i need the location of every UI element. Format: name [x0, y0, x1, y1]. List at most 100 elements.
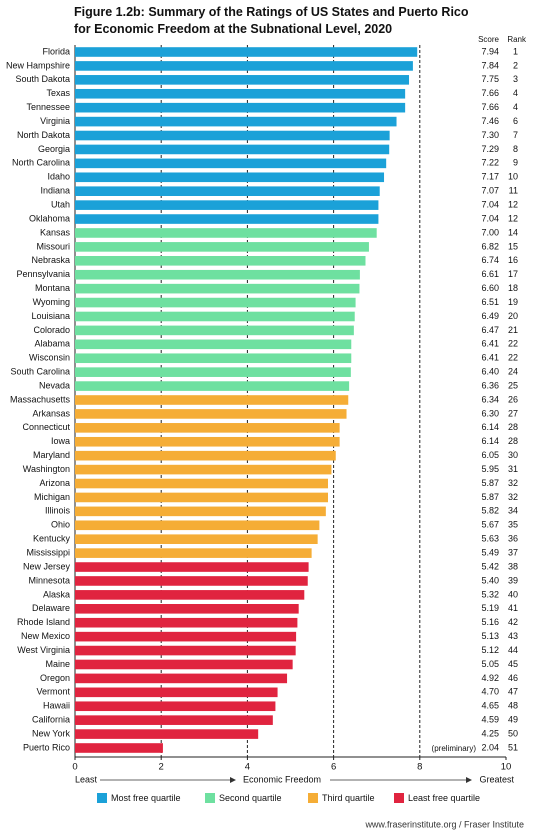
rank-label: 2: [513, 60, 518, 70]
x-tick-label: 6: [331, 762, 336, 773]
y-tick-label: Michigan: [34, 492, 70, 502]
value-label: 4.92: [481, 673, 499, 683]
bar: [75, 423, 340, 433]
value-label: 6.82: [481, 241, 499, 251]
value-label: 4.25: [481, 728, 499, 738]
value-label: 5.19: [481, 603, 499, 613]
x-axis-label: Economic Freedom: [243, 774, 321, 784]
rank-label: 44: [508, 645, 518, 655]
bar: [75, 61, 413, 71]
bar: [75, 269, 360, 280]
value-label: 5.95: [481, 464, 499, 474]
bar: [75, 576, 308, 586]
y-tick-label: Arkansas: [32, 408, 70, 418]
y-tick-label: South Dakota: [15, 74, 70, 84]
value-label: 5.67: [481, 520, 499, 530]
y-tick-label: New Jersey: [23, 561, 71, 571]
rank-label: 32: [508, 478, 518, 488]
bar: [75, 367, 351, 377]
y-tick-label: Louisiana: [31, 311, 70, 321]
value-label: 5.16: [481, 617, 499, 627]
chart-title: Figure 1.2b: Summary of the Ratings of U…: [74, 5, 469, 19]
y-tick-label: Utah: [51, 199, 70, 209]
rank-label: 49: [508, 715, 518, 725]
rank-label: 27: [508, 408, 518, 418]
rank-label: 32: [508, 492, 518, 502]
bar: [75, 75, 410, 85]
bar: [75, 645, 296, 656]
value-label: 6.51: [481, 297, 499, 307]
bar: [75, 604, 299, 614]
bar: [75, 562, 309, 572]
value-label: 6.34: [481, 394, 499, 404]
rank-label: 14: [508, 227, 518, 237]
rank-label: 39: [508, 575, 518, 585]
value-label: 7.75: [481, 74, 499, 84]
y-tick-label: Maryland: [33, 450, 70, 460]
y-tick-label: Texas: [46, 88, 70, 98]
bar: [75, 200, 379, 210]
bar: [75, 478, 328, 489]
bar: [75, 172, 385, 183]
legend-label: Most free quartile: [111, 793, 181, 803]
value-label: 7.66: [481, 102, 499, 112]
y-tick-label: Wisconsin: [29, 353, 70, 363]
annotation: (preliminary): [432, 744, 477, 753]
y-tick-label: Washington: [23, 464, 70, 474]
value-label: 5.49: [481, 547, 499, 557]
rank-label: 46: [508, 673, 518, 683]
bar: [75, 311, 355, 322]
bar: [75, 617, 298, 628]
rank-label: 22: [508, 339, 518, 349]
bar: [75, 673, 288, 684]
value-label: 7.66: [481, 88, 499, 98]
bar: [75, 102, 406, 113]
bar: [75, 242, 369, 252]
bar: [75, 506, 326, 517]
rank-label: 6: [513, 116, 518, 126]
value-label: 6.14: [481, 436, 499, 446]
source: www.fraserinstitute.org / Fraser Institu…: [364, 819, 524, 829]
rank-label: 12: [508, 199, 518, 209]
value-label: 5.87: [481, 492, 499, 502]
bar: [75, 548, 312, 558]
rank-label: 9: [513, 158, 518, 168]
value-label: 6.14: [481, 422, 499, 432]
rank-label: 12: [508, 213, 518, 223]
x-tick-label: 0: [72, 762, 77, 773]
legend-swatch: [97, 793, 107, 803]
value-label: 6.61: [481, 269, 499, 279]
rank-label: 37: [508, 547, 518, 557]
value-label: 5.87: [481, 478, 499, 488]
value-label: 5.63: [481, 534, 499, 544]
value-label: 6.41: [481, 353, 499, 363]
bar: [75, 715, 273, 725]
bar: [75, 464, 332, 475]
y-tick-label: Virginia: [40, 116, 70, 126]
rank-label: 41: [508, 603, 518, 613]
bar: [75, 687, 278, 698]
value-label: 7.00: [481, 227, 499, 237]
legend-label: Third quartile: [322, 793, 375, 803]
rank-label: 30: [508, 450, 518, 460]
rank-label: 16: [508, 255, 518, 265]
value-label: 7.04: [481, 199, 499, 209]
y-tick-label: Vermont: [36, 687, 70, 697]
y-tick-label: Alaska: [43, 589, 70, 599]
y-tick-label: Pennsylvania: [16, 269, 70, 279]
y-tick-label: Indiana: [40, 186, 70, 196]
value-label: 5.12: [481, 645, 499, 655]
bar: [75, 450, 336, 461]
y-tick-label: North Carolina: [12, 158, 70, 168]
rank-label: 35: [508, 520, 518, 530]
y-tick-label: Idaho: [47, 172, 70, 182]
rank-label: 25: [508, 380, 518, 390]
rank-label: 28: [508, 436, 518, 446]
rank-label: 42: [508, 617, 518, 627]
bar: [75, 325, 354, 336]
value-label: 5.82: [481, 506, 499, 516]
x-label-left: Least: [75, 774, 98, 784]
rank-label: 18: [508, 283, 518, 293]
bar: [75, 144, 390, 155]
rank-label: 40: [508, 589, 518, 599]
